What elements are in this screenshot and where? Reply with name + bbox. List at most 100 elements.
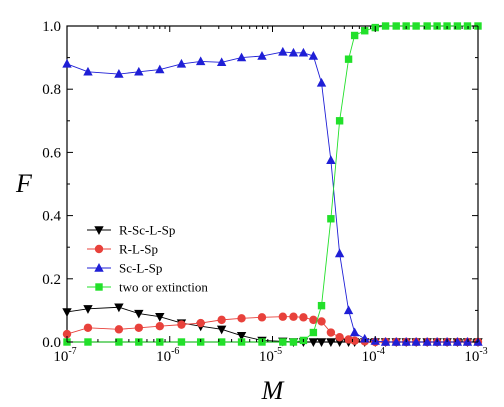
data-point bbox=[134, 323, 144, 332]
data-point bbox=[411, 337, 421, 346]
data-point bbox=[349, 327, 360, 337]
data-point bbox=[134, 309, 144, 319]
data-point bbox=[278, 312, 288, 321]
data-point bbox=[327, 215, 335, 223]
data-point bbox=[289, 338, 298, 346]
data-point bbox=[326, 155, 336, 164]
data-point bbox=[308, 338, 319, 347]
data-point bbox=[463, 22, 472, 30]
data-point bbox=[316, 338, 327, 347]
legend-item: two or extinction bbox=[87, 280, 208, 295]
data-point bbox=[317, 301, 326, 310]
legend-swatch-marker bbox=[95, 283, 103, 291]
data-point bbox=[257, 51, 267, 60]
data-point bbox=[177, 338, 186, 346]
data-point bbox=[334, 248, 345, 258]
data-point bbox=[289, 312, 298, 321]
data-point bbox=[115, 338, 123, 346]
x-tick-label: 10-5 bbox=[259, 346, 282, 365]
data-point bbox=[236, 331, 247, 341]
data-point bbox=[350, 336, 359, 345]
legend-label: R-L-Sp bbox=[119, 242, 158, 257]
legend-swatch-marker bbox=[94, 226, 104, 235]
data-point bbox=[317, 317, 326, 326]
data-point bbox=[361, 27, 369, 35]
data-point bbox=[453, 22, 462, 30]
data-point bbox=[216, 57, 227, 67]
data-point bbox=[335, 333, 344, 342]
series-line bbox=[66, 51, 478, 343]
data-point bbox=[309, 328, 318, 337]
data-point bbox=[177, 320, 186, 329]
data-point bbox=[462, 337, 473, 346]
legend-label: two or extinction bbox=[119, 280, 208, 295]
legend: R-Sc-L-Sp R-L-Sp Sc-L-Sp two or extinction bbox=[87, 223, 208, 295]
data-point bbox=[83, 66, 93, 76]
x-tick-label: 10-6 bbox=[156, 346, 179, 365]
data-point bbox=[83, 305, 93, 314]
data-point bbox=[350, 31, 359, 40]
legend-item: R-Sc-L-Sp bbox=[87, 223, 175, 238]
data-point bbox=[62, 329, 72, 339]
data-point bbox=[176, 58, 187, 68]
x-axis-title: M bbox=[261, 376, 285, 405]
data-point bbox=[236, 52, 247, 62]
data-point bbox=[380, 337, 391, 346]
data-point bbox=[412, 22, 420, 30]
data-point bbox=[258, 338, 266, 346]
data-point bbox=[279, 338, 287, 346]
data-point bbox=[114, 303, 124, 313]
data-point bbox=[155, 322, 164, 331]
data-point bbox=[335, 117, 344, 125]
x-tick-label: 10-7 bbox=[53, 346, 76, 365]
data-point bbox=[62, 308, 72, 317]
data-point bbox=[391, 337, 401, 346]
legend-swatch-marker bbox=[94, 244, 104, 254]
data-point bbox=[196, 318, 205, 328]
series-two-or-extinction bbox=[63, 22, 482, 346]
data-point bbox=[216, 325, 227, 335]
data-point bbox=[309, 315, 318, 325]
y-tick-label: 0.6 bbox=[42, 145, 61, 161]
data-point bbox=[217, 315, 226, 325]
data-point bbox=[84, 338, 92, 346]
y-tick-label: 0.4 bbox=[42, 209, 61, 225]
data-point bbox=[381, 22, 390, 30]
data-point bbox=[308, 51, 319, 60]
data-point bbox=[134, 66, 144, 76]
data-point bbox=[423, 22, 431, 30]
data-point bbox=[114, 69, 124, 78]
legend-label: R-Sc-L-Sp bbox=[119, 223, 175, 238]
series-layer bbox=[62, 22, 483, 347]
data-point bbox=[237, 314, 246, 323]
data-point bbox=[278, 46, 288, 56]
y-tick-label: 0.0 bbox=[42, 335, 61, 351]
data-point bbox=[452, 337, 463, 346]
x-tick-label: 10-3 bbox=[464, 346, 487, 365]
legend-swatch-marker bbox=[94, 263, 104, 272]
legend-item: Sc-L-Sp bbox=[87, 261, 162, 276]
data-point bbox=[195, 56, 206, 66]
legend-label: Sc-L-Sp bbox=[119, 261, 162, 276]
x-tick-label: 10-4 bbox=[362, 346, 385, 365]
data-point bbox=[155, 313, 165, 322]
y-axis-title: F bbox=[15, 169, 33, 198]
data-point bbox=[217, 338, 226, 346]
data-point bbox=[326, 328, 336, 337]
y-tick-label: 0.2 bbox=[42, 272, 61, 288]
data-point bbox=[62, 58, 72, 68]
data-point bbox=[316, 77, 327, 87]
series-sc-l-sp bbox=[62, 46, 483, 346]
data-point bbox=[298, 47, 309, 57]
y-tick-label: 0.8 bbox=[42, 82, 61, 98]
data-point bbox=[392, 22, 400, 30]
data-point bbox=[299, 313, 308, 322]
data-point bbox=[344, 55, 353, 63]
data-point bbox=[343, 305, 354, 315]
data-point bbox=[360, 333, 370, 343]
data-point bbox=[288, 47, 299, 57]
data-point bbox=[83, 323, 93, 332]
axis-layer: 0.0 0.2 0.4 0.6 0.8 1.0 10-7 10-6 10-5 10-4 10-3 bbox=[42, 19, 487, 365]
legend-item: R-L-Sp bbox=[87, 242, 158, 257]
